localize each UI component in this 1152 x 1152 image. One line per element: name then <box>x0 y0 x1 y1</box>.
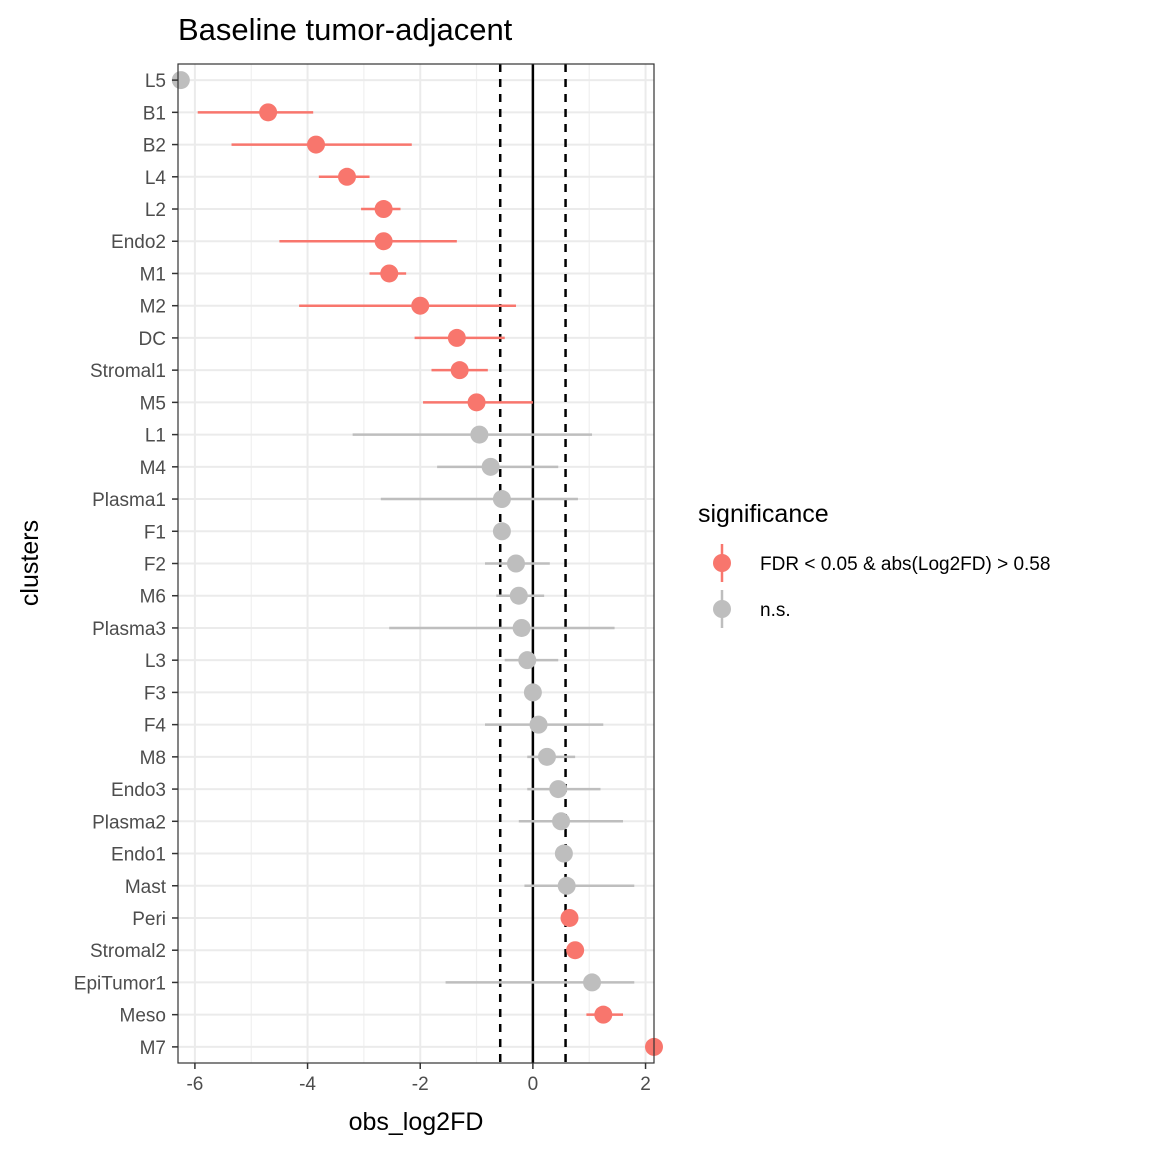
point-L4 <box>337 167 356 186</box>
x-tick-label: -4 <box>299 1074 316 1095</box>
legend: significance FDR < 0.05 & abs(Log2FD) > … <box>698 500 1050 628</box>
plot-area <box>171 63 663 1064</box>
point-B2 <box>307 135 326 154</box>
chart-title: Baseline tumor-adjacent <box>178 12 513 47</box>
x-axis-title: obs_log2FD <box>349 1108 484 1136</box>
y-tick-label-Mast: Mast <box>125 877 167 898</box>
point-B1 <box>259 103 278 122</box>
point-M2 <box>411 296 430 315</box>
point-L5 <box>171 71 190 90</box>
y-tick-label-M2: M2 <box>140 297 166 318</box>
y-tick-label-F3: F3 <box>144 683 166 704</box>
y-tick-label-Meso: Meso <box>120 1006 166 1027</box>
y-tick-label-Endo3: Endo3 <box>111 780 166 801</box>
point-Stromal2 <box>566 941 585 960</box>
y-tick-label-B2: B2 <box>143 136 166 157</box>
y-tick-label-L5: L5 <box>145 71 166 92</box>
point-Plasma2 <box>552 812 571 831</box>
point-Plasma1 <box>492 490 511 509</box>
point-M1 <box>380 264 399 283</box>
y-tick-label-Plasma2: Plasma2 <box>92 812 166 833</box>
point-Endo3 <box>549 780 568 799</box>
y-tick-label-L4: L4 <box>145 168 167 189</box>
y-tick-label-Endo2: Endo2 <box>111 232 166 253</box>
y-tick-label-Plasma3: Plasma3 <box>92 619 166 640</box>
y-tick-label-F1: F1 <box>144 522 166 543</box>
point-Endo1 <box>554 844 573 863</box>
y-tick-label-L1: L1 <box>145 426 166 447</box>
y-tick-label-Stromal1: Stromal1 <box>90 361 166 382</box>
point-F4 <box>529 715 548 734</box>
y-tick-label-B1: B1 <box>143 103 166 124</box>
y-tick-label-F4: F4 <box>144 716 167 737</box>
y-tick-label-F2: F2 <box>144 555 166 576</box>
legend-entries: FDR < 0.05 & abs(Log2FD) > 0.58 n.s. <box>713 544 1050 628</box>
x-tick-label: -6 <box>186 1074 203 1095</box>
point-F2 <box>506 554 525 573</box>
point-EpiTumor1 <box>583 973 602 992</box>
point-F3 <box>523 683 542 702</box>
x-axis: -6 -4 -2 0 2 <box>186 1063 651 1095</box>
point-Plasma3 <box>512 618 531 637</box>
y-tick-label-L2: L2 <box>145 200 166 221</box>
point-Stromal1 <box>450 361 469 380</box>
legend-title: significance <box>698 500 829 528</box>
data-points <box>171 71 663 1056</box>
point-Endo2 <box>374 232 393 251</box>
point-M8 <box>537 747 556 766</box>
y-tick-label-M8: M8 <box>140 748 166 769</box>
point-Peri <box>560 908 579 927</box>
point-M6 <box>509 586 528 605</box>
point-Mast <box>557 876 576 895</box>
point-M5 <box>467 393 486 412</box>
y-tick-label-Plasma1: Plasma1 <box>92 490 166 511</box>
y-tick-label-M1: M1 <box>140 264 166 285</box>
x-tick-label: 0 <box>528 1074 539 1095</box>
y-tick-label-M4: M4 <box>140 458 167 479</box>
legend-label: FDR < 0.05 & abs(Log2FD) > 0.58 <box>760 554 1050 575</box>
y-axis-title: clusters <box>16 520 44 606</box>
point-L2 <box>374 200 393 219</box>
legend-key-point <box>713 600 731 618</box>
y-tick-label-M6: M6 <box>140 587 166 608</box>
y-tick-label-M7: M7 <box>140 1038 166 1059</box>
point-M4 <box>481 457 500 476</box>
y-tick-label-DC: DC <box>139 329 166 350</box>
legend-key-point <box>713 554 731 572</box>
point-L3 <box>518 651 537 670</box>
point-Meso <box>594 1005 613 1024</box>
y-tick-label-L3: L3 <box>145 651 166 672</box>
x-tick-label: 2 <box>640 1074 651 1095</box>
legend-entry-significant: FDR < 0.05 & abs(Log2FD) > 0.58 <box>713 544 1050 582</box>
y-tick-label-EpiTumor1: EpiTumor1 <box>74 973 166 994</box>
x-tick-label: -2 <box>412 1074 429 1095</box>
y-tick-label-M5: M5 <box>140 393 166 414</box>
y-tick-label-Stromal2: Stromal2 <box>90 941 166 962</box>
legend-label: n.s. <box>760 600 791 621</box>
point-L1 <box>470 425 489 444</box>
y-axis: L5 B1 B2 L4 L2 Endo2 M1 M2 DC Stromal1 M5 L1 M4 Plasm… <box>74 71 178 1059</box>
point-DC <box>447 328 466 347</box>
y-tick-label-Endo1: Endo1 <box>111 845 166 866</box>
y-tick-label-Peri: Peri <box>132 909 166 930</box>
point-F1 <box>492 522 511 541</box>
legend-entry-ns: n.s. <box>713 590 791 628</box>
